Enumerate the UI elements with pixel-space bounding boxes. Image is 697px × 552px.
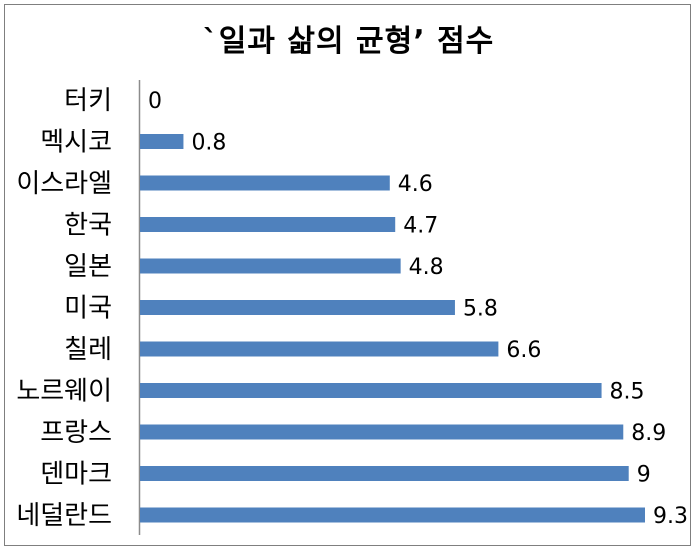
chart-title: `일과 삶의 균형’ 점수	[202, 24, 495, 59]
bar	[140, 217, 396, 232]
category-label: 이스라엘	[16, 169, 112, 199]
value-label: 4.6	[398, 172, 433, 197]
chart-frame	[4, 4, 691, 546]
category-label: 한국	[64, 211, 112, 241]
bar	[140, 341, 499, 357]
category-label: 노르웨이	[16, 377, 112, 407]
bars-layer: 터키 0 멕시코 0.8 이스라엘 4.6 한국 4.7 일본 4.8 미국 5.8 칠레 6.6 노르웨이…	[16, 86, 688, 531]
bar	[140, 175, 390, 191]
category-label: 덴마크	[40, 460, 112, 490]
value-label: 6.6	[506, 338, 541, 363]
value-label: 4.8	[409, 255, 444, 280]
value-label: 8.5	[610, 380, 645, 405]
value-label: 9	[637, 463, 651, 488]
category-label: 프랑스	[40, 418, 112, 448]
bar	[140, 383, 602, 398]
bar	[140, 424, 624, 440]
bar	[140, 507, 645, 523]
bar	[140, 134, 184, 149]
category-label: 미국	[64, 294, 112, 324]
category-label: 터키	[64, 86, 112, 116]
value-label: 0	[148, 89, 162, 114]
category-label: 칠레	[64, 335, 112, 365]
bar	[140, 466, 629, 481]
bar	[140, 258, 401, 274]
category-label: 멕시코	[40, 128, 112, 158]
value-label: 8.9	[631, 421, 666, 446]
category-label: 일본	[64, 252, 112, 282]
category-label: 네덜란드	[16, 501, 112, 531]
bar	[140, 300, 455, 315]
value-label: 5.8	[463, 297, 498, 322]
value-label: 4.7	[403, 214, 438, 239]
value-label: 0.8	[191, 131, 226, 156]
value-label: 9.3	[653, 504, 688, 529]
